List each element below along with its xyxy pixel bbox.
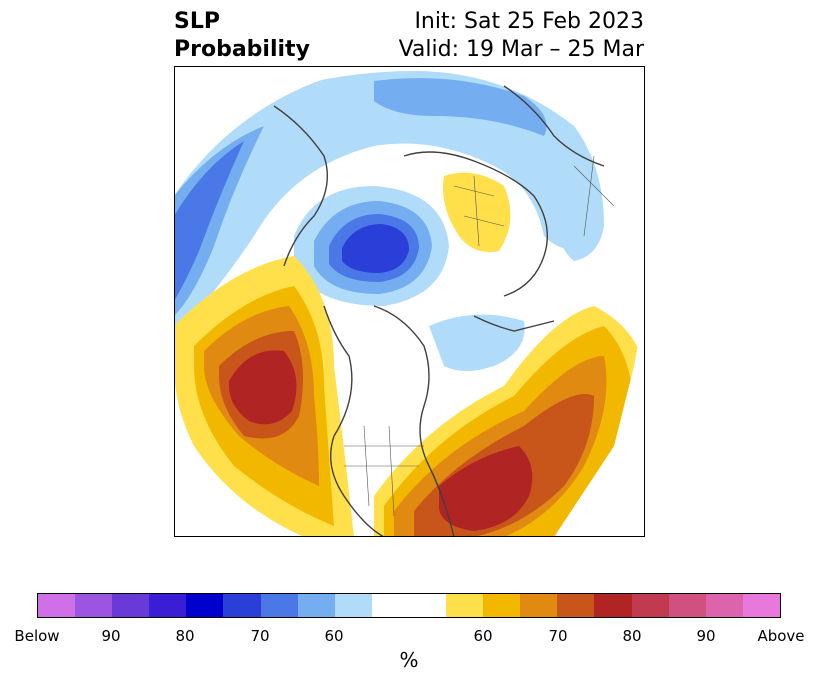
colorbar-tick-label: 80 bbox=[175, 627, 195, 645]
colorbar-segment bbox=[594, 594, 632, 617]
below-light-west bbox=[174, 126, 264, 316]
below-strong-center bbox=[342, 224, 409, 273]
above-max-atlantic bbox=[439, 446, 533, 531]
below-faint-east bbox=[554, 194, 604, 261]
below-mid-west bbox=[174, 141, 244, 301]
colorbar-segment bbox=[75, 594, 113, 617]
colorbar-segment bbox=[668, 594, 706, 617]
colorbar-tick-label: 60 bbox=[324, 627, 344, 645]
colorbar-segment bbox=[334, 594, 372, 617]
colorbar-segment bbox=[483, 594, 521, 617]
colorbar-segment bbox=[742, 594, 780, 617]
colorbar-unit: % bbox=[399, 648, 419, 672]
below-faint-north bbox=[174, 71, 604, 336]
map-border bbox=[174, 66, 645, 537]
colorbar-segment bbox=[112, 594, 150, 617]
borders bbox=[344, 155, 615, 517]
colorbar-tick-label: 90 bbox=[696, 627, 716, 645]
colorbar-segment bbox=[223, 594, 261, 617]
map-title: SLP Probability bbox=[174, 8, 310, 64]
colorbar-tick-label: 60 bbox=[473, 627, 493, 645]
map-subtitle: Init: Sat 25 Feb 2023 Valid: 19 Mar – 25… bbox=[399, 8, 644, 64]
colorbar-tick-label: Below bbox=[14, 627, 60, 645]
colorbar-segment bbox=[260, 594, 298, 617]
colorbar-segment bbox=[631, 594, 669, 617]
colorbar-segment bbox=[446, 594, 484, 617]
colorbar bbox=[37, 593, 781, 618]
coastlines bbox=[273, 85, 605, 537]
colorbar-segment bbox=[186, 594, 224, 617]
below-faint-atlantic bbox=[429, 314, 525, 371]
colorbar-segment bbox=[557, 594, 595, 617]
colorbar-segment bbox=[149, 594, 187, 617]
above-max-pacific bbox=[229, 350, 297, 425]
colorbar-tick-label: 70 bbox=[548, 627, 568, 645]
colorbar-segment bbox=[297, 594, 335, 617]
below-light-north bbox=[374, 78, 547, 136]
colorbar-tick-label: 80 bbox=[622, 627, 642, 645]
probability-field bbox=[174, 66, 645, 537]
colorbar-segment bbox=[38, 594, 76, 617]
title-quantity: Probability bbox=[174, 37, 310, 62]
colorbar-segment bbox=[371, 594, 409, 617]
init-date: Init: Sat 25 Feb 2023 bbox=[414, 9, 644, 34]
title-variable: SLP bbox=[174, 9, 220, 34]
probability-map bbox=[174, 66, 645, 537]
colorbar-segment bbox=[520, 594, 558, 617]
colorbar-tick-label: 90 bbox=[101, 627, 121, 645]
colorbar-segment bbox=[408, 594, 447, 617]
valid-range: Valid: 19 Mar – 25 Mar bbox=[398, 37, 644, 62]
colorbar-segment bbox=[705, 594, 743, 617]
colorbar-tick-label: 70 bbox=[250, 627, 270, 645]
colorbar-tick-label: Above bbox=[757, 627, 805, 645]
